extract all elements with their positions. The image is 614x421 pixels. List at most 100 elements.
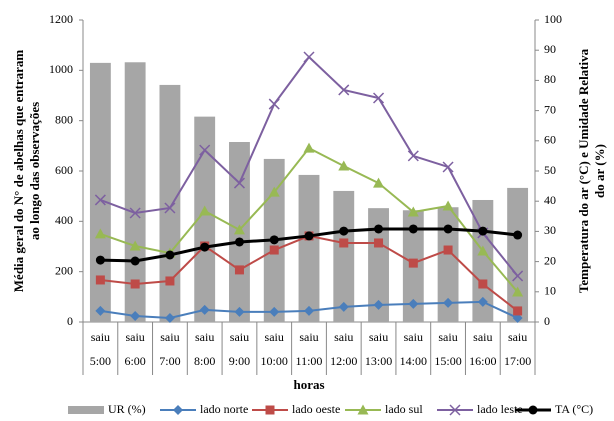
x-tick-label: 12:00 [330,354,357,368]
bar [89,62,111,322]
point [199,144,211,156]
legend-marker [357,404,369,415]
legend-marker [449,404,461,416]
point [234,265,244,275]
x-tick-label: 5:00 [90,354,111,368]
point [200,242,210,252]
x-tick-label: saiu [334,330,353,344]
point [130,256,140,266]
x-tick-label: 7:00 [159,354,180,368]
point [234,306,245,317]
x-axis-title: horas [293,377,324,392]
y2-tick-label: 50 [544,163,556,177]
point [374,224,384,234]
y2-tick-label: 80 [544,72,556,86]
x-tick-label: saiu [404,330,423,344]
point [443,245,453,255]
point [95,255,105,265]
legend-label: TA (°C) [555,402,593,416]
x-tick-label: saiu [438,330,457,344]
point [338,84,350,96]
bar [159,84,181,323]
point [95,305,106,316]
point [512,312,523,323]
bar [507,187,529,322]
legend-label: lado sul [385,402,423,416]
y-axis-title: ao longo das observações [27,102,42,240]
point [478,279,488,289]
legend-label: lado oeste [292,402,340,416]
point [338,301,349,312]
y-tick-label: 800 [55,112,73,126]
y2-tick-label: 10 [544,284,556,298]
point [94,194,106,206]
point [304,231,314,241]
legend-marker [265,405,275,415]
point [374,238,384,248]
point [304,305,314,316]
point [129,240,141,251]
point [373,177,385,188]
point [407,206,419,217]
y-tick-label: 1000 [49,62,73,76]
point [477,296,488,307]
x-tick-label: 17:00 [504,354,531,368]
y2-tick-label: 30 [544,223,556,237]
y2-tick-label: 70 [544,102,556,116]
point [339,226,349,236]
point [442,200,454,211]
point [478,226,488,236]
point [303,51,315,63]
point [339,238,349,248]
point [199,205,211,216]
point [269,245,279,255]
point [234,237,244,247]
point [165,250,175,260]
point [408,224,418,234]
legend-label: UR (%) [108,402,146,416]
bar [194,116,216,322]
x-tick-label: saiu [369,330,388,344]
point [95,275,105,285]
x-tick-label: saiu [265,330,284,344]
point [233,177,245,189]
point [130,279,140,289]
legend-marker [528,405,538,415]
x-tick-label: 11:00 [296,354,323,368]
legend-label: lado norte [200,402,248,416]
point [407,150,419,162]
y-tick-label: 400 [55,213,73,227]
point [512,286,524,297]
y2-tick-label: 0 [544,314,550,328]
x-tick-label: saiu [299,330,318,344]
x-tick-label: 14:00 [400,354,427,368]
point [513,230,523,240]
point [477,245,489,256]
point [408,298,419,309]
point [443,297,454,308]
x-tick-label: 16:00 [469,354,496,368]
y2-tick-label: 60 [544,133,556,147]
x-tick-label: 15:00 [434,354,461,368]
point [442,161,454,173]
x-tick-label: saiu [230,330,249,344]
x-tick-label: saiu [125,330,144,344]
point [513,306,523,316]
y2-tick-label: 40 [544,193,556,207]
point [373,92,385,104]
point [268,98,280,110]
legend-swatch [68,406,104,414]
legend-label: lado leste [477,402,523,416]
x-tick-label: saiu [160,330,179,344]
point [233,224,245,235]
y2-axis-title: Temperatura do ar (°C) e Umidade Relativ… [576,48,591,293]
point [512,270,524,282]
y-tick-label: 200 [55,263,73,277]
y-axis-title: Média geral do N° de abelhas que entrara… [11,50,26,293]
point [269,306,280,317]
point [268,186,280,197]
x-tick-label: saiu [91,330,110,344]
point [373,299,384,310]
